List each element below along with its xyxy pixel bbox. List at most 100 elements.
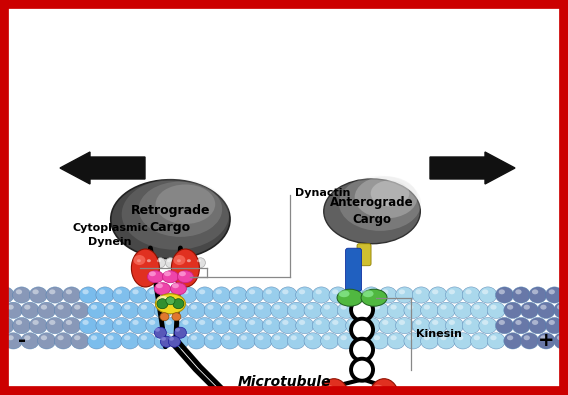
Ellipse shape	[132, 320, 139, 325]
Ellipse shape	[156, 283, 163, 288]
Ellipse shape	[156, 294, 185, 314]
Ellipse shape	[399, 320, 405, 325]
Text: -: -	[18, 331, 26, 350]
Ellipse shape	[379, 287, 397, 303]
Ellipse shape	[532, 290, 538, 294]
Ellipse shape	[37, 333, 56, 349]
Ellipse shape	[262, 287, 281, 303]
Ellipse shape	[432, 320, 438, 325]
Ellipse shape	[168, 336, 181, 347]
Ellipse shape	[279, 318, 297, 334]
Ellipse shape	[175, 328, 180, 332]
Ellipse shape	[332, 320, 339, 325]
Ellipse shape	[354, 302, 372, 318]
Ellipse shape	[179, 318, 197, 334]
Ellipse shape	[55, 302, 72, 318]
Ellipse shape	[512, 318, 530, 334]
Ellipse shape	[71, 302, 89, 318]
Ellipse shape	[149, 271, 156, 276]
Ellipse shape	[445, 318, 463, 334]
Ellipse shape	[96, 318, 114, 334]
Ellipse shape	[307, 335, 314, 340]
Ellipse shape	[172, 249, 199, 287]
Ellipse shape	[322, 385, 334, 395]
Ellipse shape	[254, 302, 272, 318]
Ellipse shape	[133, 255, 145, 265]
Ellipse shape	[37, 302, 56, 318]
Ellipse shape	[7, 305, 14, 310]
Circle shape	[351, 339, 373, 361]
Ellipse shape	[424, 305, 430, 310]
Ellipse shape	[512, 287, 530, 303]
Ellipse shape	[324, 179, 420, 244]
Text: Kinesin: Kinesin	[416, 329, 462, 339]
Ellipse shape	[354, 176, 417, 218]
Ellipse shape	[339, 290, 349, 297]
Circle shape	[145, 258, 156, 268]
Ellipse shape	[191, 305, 197, 310]
Ellipse shape	[479, 287, 497, 303]
Ellipse shape	[457, 305, 463, 310]
Ellipse shape	[490, 305, 496, 310]
Ellipse shape	[212, 318, 231, 334]
Ellipse shape	[365, 320, 371, 325]
Ellipse shape	[104, 302, 122, 318]
Ellipse shape	[0, 290, 6, 294]
Ellipse shape	[21, 302, 39, 318]
Ellipse shape	[62, 318, 81, 334]
Ellipse shape	[249, 290, 255, 294]
Ellipse shape	[372, 385, 384, 395]
Text: +: +	[538, 331, 554, 350]
Ellipse shape	[457, 335, 463, 340]
Ellipse shape	[164, 271, 171, 276]
Ellipse shape	[407, 335, 414, 340]
Ellipse shape	[121, 302, 139, 318]
Ellipse shape	[170, 283, 186, 295]
FancyArrow shape	[430, 152, 515, 184]
Ellipse shape	[177, 259, 181, 262]
Ellipse shape	[462, 318, 480, 334]
Ellipse shape	[382, 290, 389, 294]
Circle shape	[351, 359, 373, 381]
Ellipse shape	[529, 318, 547, 334]
Ellipse shape	[287, 302, 306, 318]
Text: Microtubule: Microtubule	[237, 375, 331, 389]
Ellipse shape	[174, 335, 180, 340]
Ellipse shape	[290, 335, 297, 340]
Ellipse shape	[24, 335, 31, 340]
Ellipse shape	[146, 318, 164, 334]
Ellipse shape	[415, 290, 421, 294]
Ellipse shape	[197, 259, 201, 262]
Ellipse shape	[162, 318, 181, 334]
Ellipse shape	[532, 320, 538, 325]
Ellipse shape	[554, 302, 568, 318]
Ellipse shape	[99, 290, 105, 294]
Ellipse shape	[141, 305, 147, 310]
Ellipse shape	[482, 290, 488, 294]
Ellipse shape	[224, 335, 230, 340]
Ellipse shape	[495, 318, 513, 334]
Ellipse shape	[545, 287, 563, 303]
Ellipse shape	[262, 318, 281, 334]
Ellipse shape	[412, 318, 430, 334]
Ellipse shape	[129, 318, 147, 334]
Ellipse shape	[499, 320, 505, 325]
Ellipse shape	[321, 302, 339, 318]
Ellipse shape	[161, 337, 166, 341]
Ellipse shape	[237, 302, 256, 318]
Ellipse shape	[490, 335, 496, 340]
Ellipse shape	[449, 290, 455, 294]
Ellipse shape	[162, 287, 181, 303]
Ellipse shape	[549, 320, 555, 325]
Ellipse shape	[16, 290, 22, 294]
Ellipse shape	[177, 271, 193, 283]
Ellipse shape	[337, 302, 356, 318]
Ellipse shape	[271, 302, 289, 318]
Ellipse shape	[329, 318, 347, 334]
Ellipse shape	[520, 333, 538, 349]
Ellipse shape	[237, 333, 256, 349]
Ellipse shape	[312, 287, 331, 303]
Ellipse shape	[246, 318, 264, 334]
Ellipse shape	[16, 320, 22, 325]
Ellipse shape	[324, 335, 330, 340]
